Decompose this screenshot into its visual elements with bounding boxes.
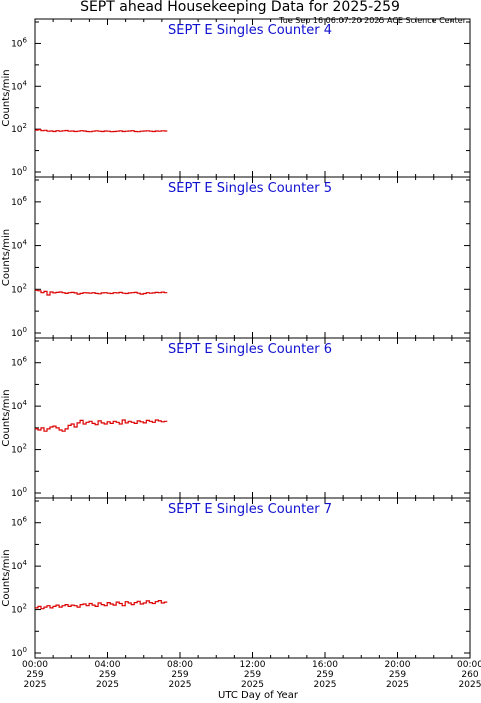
- y-tick-label: 106: [11, 195, 27, 208]
- plot-frame: [34, 497, 471, 659]
- x-tick-label: 260: [461, 670, 478, 680]
- y-tick-label: 100: [11, 646, 27, 659]
- x-tick-label: 00:00: [22, 660, 48, 670]
- plot-frame: [34, 176, 471, 339]
- y-axis-label: Counts/min: [1, 549, 12, 606]
- y-tick-label: 102: [11, 122, 27, 135]
- y-tick-label: 102: [11, 282, 27, 295]
- y-tick-label: 104: [11, 79, 27, 92]
- x-tick-label: 04:00: [95, 660, 121, 670]
- y-tick-label: 102: [11, 443, 27, 456]
- x-tick-label: 2025: [169, 680, 192, 690]
- x-tick-label: 16:00: [312, 660, 338, 670]
- y-tick-label: 100: [11, 486, 27, 499]
- panels: 100 102 104 106 Counts/min SEPT E Singles Cou…: [1, 18, 471, 659]
- y-axis-label: Counts/min: [1, 69, 12, 126]
- y-tick-label: 106: [11, 36, 27, 49]
- y-tick-label: 104: [11, 399, 27, 412]
- plot-frame: [34, 337, 471, 499]
- y-tick-label: 100: [11, 165, 27, 178]
- y-tick-label: 104: [11, 239, 27, 252]
- x-tick-label: 2025: [314, 680, 337, 690]
- x-tick-label: 08:00: [167, 660, 193, 670]
- y-tick-label: 106: [11, 516, 27, 529]
- panel-title: SEPT E Singles Counter 5: [168, 181, 332, 196]
- series-line: [35, 600, 168, 610]
- x-tick-label: 259: [26, 670, 43, 680]
- y-axis-label: Counts/min: [1, 229, 12, 286]
- panel-title: SEPT E Singles Counter 4: [168, 23, 332, 38]
- y-tick-label: 102: [11, 603, 27, 616]
- x-tick-label: 259: [99, 670, 116, 680]
- x-tick-label: 259: [244, 670, 261, 680]
- x-axis: 00:00259202504:00259202508:00259202512:0…: [22, 660, 481, 690]
- series-line: [35, 419, 168, 432]
- x-tick-label: 12:00: [240, 660, 266, 670]
- x-tick-label: 259: [171, 670, 188, 680]
- y-tick-label: 100: [11, 326, 27, 339]
- x-tick-label: 2025: [459, 680, 481, 690]
- chart-panel-6: 100 102 104 106 Counts/min SEPT E Singles Cou…: [1, 337, 471, 499]
- x-tick-label: 259: [316, 670, 333, 680]
- x-tick-label: 2025: [386, 680, 409, 690]
- series-line: [35, 129, 168, 133]
- x-tick-label: 2025: [241, 680, 264, 690]
- panel-title: SEPT E Singles Counter 7: [168, 502, 332, 517]
- x-tick-label: 2025: [96, 680, 119, 690]
- chart-panel-7: 100 102 104 106 Counts/min SEPT E Singles Cou…: [1, 497, 471, 659]
- figure-title: SEPT ahead Housekeeping Data for 2025-25…: [80, 0, 400, 15]
- y-axis-label: Counts/min: [1, 389, 12, 446]
- y-tick-label: 104: [11, 559, 27, 572]
- chart-panel-5: 100 102 104 106 Counts/min SEPT E Singles Cou…: [1, 176, 471, 339]
- series-line: [35, 289, 168, 296]
- x-axis-label: UTC Day of Year: [218, 690, 299, 701]
- plot-frame: [34, 18, 471, 178]
- x-tick-label: 2025: [24, 680, 47, 690]
- x-tick-label: 20:00: [385, 660, 411, 670]
- timestamp: Tue Sep 16 06:07:20 2025 ACE Science Cen…: [278, 16, 467, 25]
- y-tick-label: 106: [11, 356, 27, 369]
- x-tick-label: 00:00: [457, 660, 481, 670]
- panel-title: SEPT E Singles Counter 6: [168, 342, 332, 357]
- x-tick-label: 259: [389, 670, 406, 680]
- chart-panel-4: 100 102 104 106 Counts/min SEPT E Singles Cou…: [1, 18, 471, 178]
